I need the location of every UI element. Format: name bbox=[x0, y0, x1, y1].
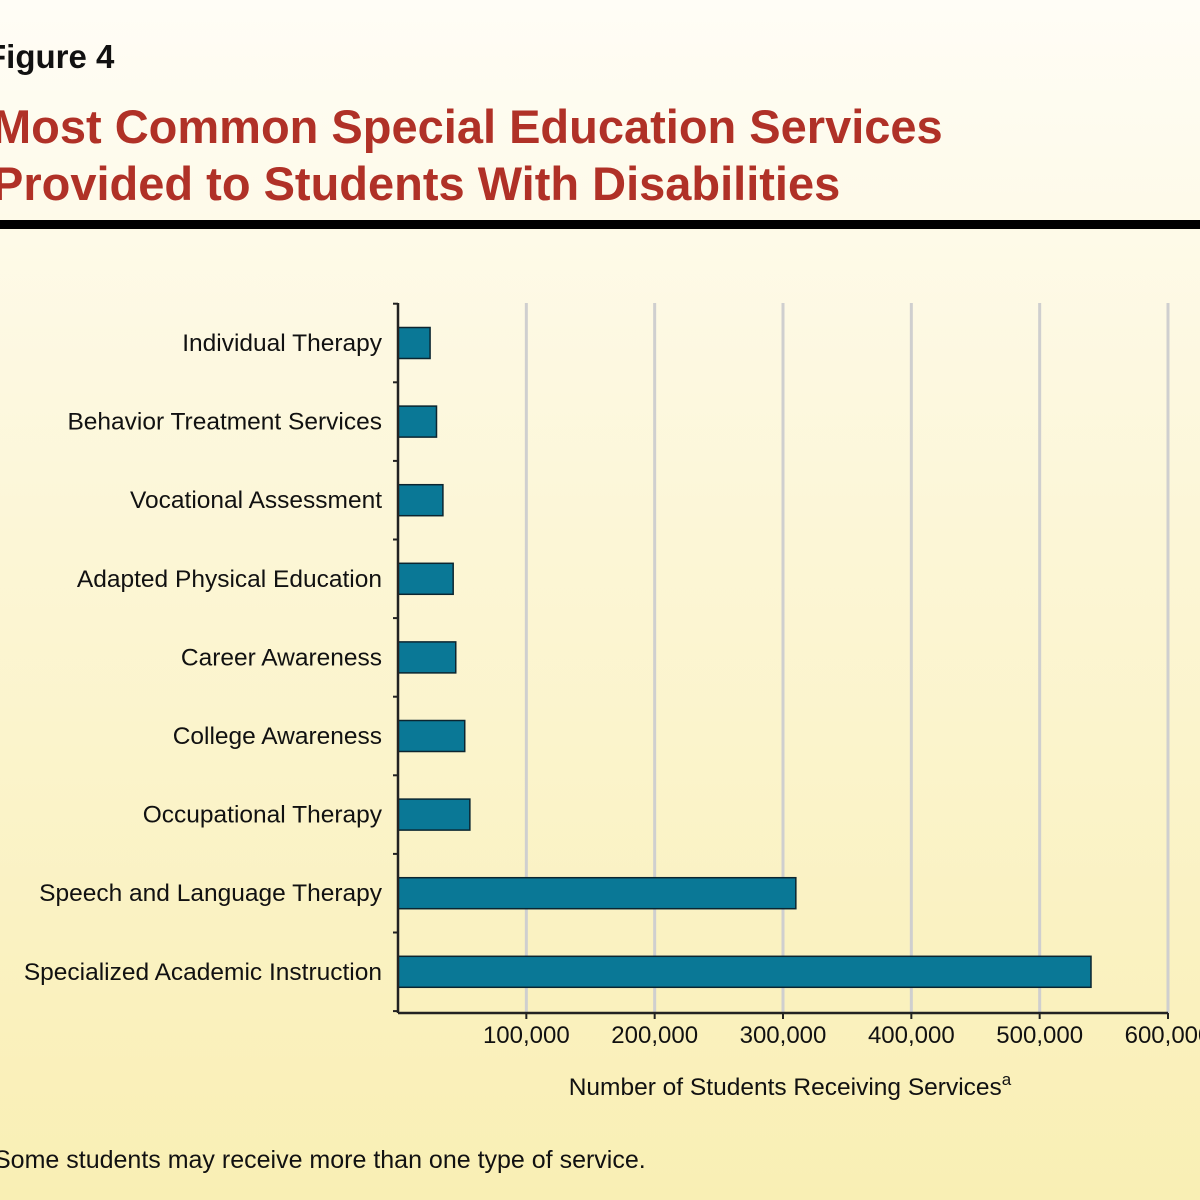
x-tick-label: 500,000 bbox=[996, 1022, 1083, 1049]
bar bbox=[397, 405, 438, 438]
figure-label: Figure 4 bbox=[0, 38, 115, 75]
bar bbox=[397, 326, 431, 360]
x-tick-label: 600,000 bbox=[1125, 1022, 1200, 1049]
title-rule bbox=[0, 220, 1200, 229]
x-axis-title-text: Number of Students Receiving Services bbox=[569, 1074, 1002, 1101]
bar bbox=[397, 876, 797, 910]
x-tick-label: 100,000 bbox=[483, 1022, 570, 1049]
x-tick-label: 200,000 bbox=[611, 1022, 698, 1049]
category-label: Occupational Therapy bbox=[143, 802, 383, 829]
x-tick-label: 400,000 bbox=[868, 1022, 955, 1049]
bar bbox=[397, 641, 457, 674]
category-label: College Awareness bbox=[173, 723, 382, 750]
bar bbox=[397, 955, 1092, 989]
bars bbox=[397, 326, 1092, 989]
category-label: Behavior Treatment Services bbox=[67, 409, 382, 436]
bar bbox=[397, 798, 471, 831]
axes bbox=[393, 302, 1169, 1019]
chart-title: Most Common Special Education Services P… bbox=[0, 98, 943, 212]
footnote: Some students may receive more than one … bbox=[0, 1146, 646, 1174]
bar bbox=[397, 483, 444, 517]
bar bbox=[397, 562, 454, 596]
chart-title-line-2: Provided to Students With Disabilities bbox=[0, 157, 841, 210]
chart-title-line-1: Most Common Special Education Services bbox=[0, 100, 943, 153]
x-axis-title-footnote-marker: a bbox=[1002, 1070, 1012, 1089]
x-axis-title: Number of Students Receiving Servicesa bbox=[569, 1070, 1012, 1101]
category-label: Vocational Assessment bbox=[130, 487, 382, 514]
x-tick-label: 300,000 bbox=[740, 1022, 827, 1049]
category-label: Specialized Academic Instruction bbox=[24, 959, 382, 986]
labels: 100,000 200,000 300,000 400,000 500,000 600,0… bbox=[24, 330, 1200, 1101]
category-label: Speech and Language Therapy bbox=[39, 880, 383, 907]
category-label: Individual Therapy bbox=[182, 330, 383, 357]
category-label: Adapted Physical Education bbox=[77, 566, 382, 593]
category-label: Career Awareness bbox=[181, 644, 382, 671]
bar bbox=[397, 719, 466, 753]
